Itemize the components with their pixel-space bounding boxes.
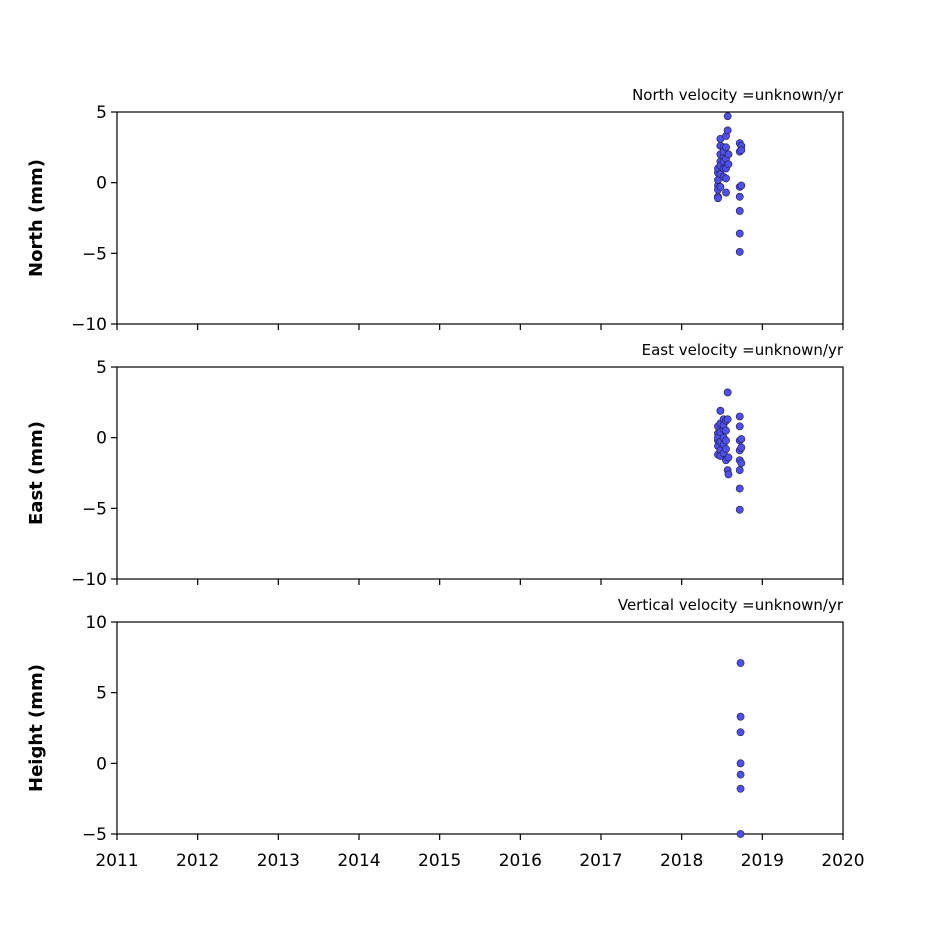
data-point [737, 181, 746, 190]
data-point [735, 207, 744, 215]
data-point [716, 406, 725, 415]
y-tick-label: −10 [71, 570, 107, 590]
data-point [735, 505, 744, 514]
y-tick-label: −5 [82, 244, 107, 264]
y-axis-label: Height (mm) [26, 664, 47, 792]
data-point [724, 150, 733, 159]
x-tick-label: 2014 [337, 851, 380, 871]
data-point [722, 188, 730, 197]
y-tick-label: −10 [71, 315, 107, 335]
data-point [735, 466, 744, 475]
data-point [714, 194, 722, 203]
data-point [724, 453, 733, 462]
y-tick-label: 10 [85, 613, 107, 633]
data-point [722, 143, 730, 152]
data-point [737, 435, 746, 443]
data-point [735, 412, 744, 421]
data-point [735, 422, 744, 431]
y-tick-label: 0 [96, 754, 107, 774]
x-tick-label: 2016 [499, 851, 542, 871]
x-tick-label: 2020 [821, 851, 864, 871]
data-point [722, 174, 730, 183]
axes-title: North velocity =unknown/yr [632, 86, 844, 104]
data-point [735, 248, 744, 256]
data-point [736, 784, 745, 793]
data-point [737, 146, 746, 155]
x-tick-label: 2012 [176, 851, 219, 871]
x-tick-label: 2013 [257, 851, 300, 871]
data-point [722, 436, 730, 445]
y-axis-label: East (mm) [26, 421, 47, 525]
data-point [735, 484, 744, 493]
data-point [736, 712, 745, 721]
x-tick-label: 2019 [741, 851, 784, 871]
y-tick-label: 5 [96, 684, 107, 704]
data-point [723, 126, 732, 135]
data-point [735, 192, 744, 201]
y-tick-label: 0 [96, 429, 107, 449]
axes-frame [116, 621, 844, 835]
axes-frame [116, 111, 844, 325]
data-point [723, 388, 732, 397]
axes-frame [116, 366, 844, 580]
data-point [735, 229, 744, 238]
data-point [736, 659, 745, 667]
data-point [736, 728, 745, 737]
data-point [724, 470, 733, 479]
x-tick-label: 2015 [418, 851, 461, 871]
data-point [724, 160, 733, 169]
data-point [737, 443, 746, 452]
data-point [723, 112, 732, 121]
data-point [737, 459, 746, 468]
data-point [722, 426, 730, 435]
y-tick-label: 5 [96, 103, 107, 123]
x-tick-label: 2018 [660, 851, 703, 871]
data-point [722, 445, 730, 453]
x-tick-label: 2017 [579, 851, 622, 871]
axes-title: Vertical velocity =unknown/yr [618, 596, 844, 614]
data-point [736, 770, 745, 779]
axes-title: East velocity =unknown/yr [642, 341, 844, 359]
y-tick-label: −5 [82, 825, 107, 845]
data-point [736, 830, 745, 838]
data-point [723, 415, 732, 424]
data-point [716, 183, 725, 191]
y-tick-label: 5 [96, 358, 107, 378]
y-axis-label: North (mm) [26, 159, 47, 277]
y-tick-label: 0 [96, 174, 107, 194]
data-point [736, 759, 745, 768]
y-tick-label: −5 [82, 499, 107, 519]
x-tick-label: 2011 [95, 851, 138, 871]
